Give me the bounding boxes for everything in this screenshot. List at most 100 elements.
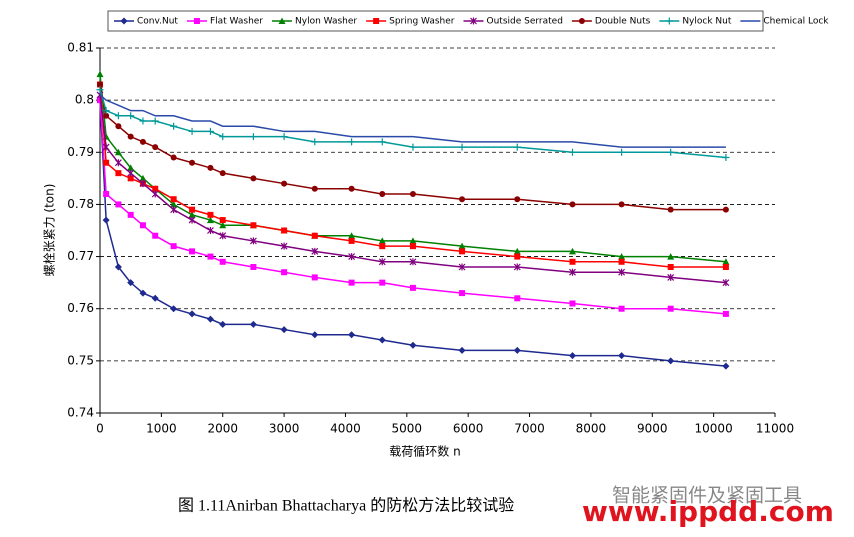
marker — [618, 258, 625, 265]
marker — [206, 315, 214, 323]
y-tick-label: 0.81 — [67, 41, 94, 55]
marker — [97, 81, 103, 88]
x-tick-label: 11000 — [756, 422, 794, 436]
legend-label: Double Nuts — [595, 17, 651, 27]
marker — [513, 247, 521, 255]
marker — [281, 180, 288, 187]
marker — [722, 154, 730, 161]
marker — [514, 295, 521, 302]
marker — [578, 18, 585, 24]
marker — [249, 320, 257, 328]
marker — [281, 227, 288, 234]
legend-label: Flat Washer — [210, 17, 263, 27]
marker — [513, 346, 521, 354]
marker — [569, 148, 576, 156]
marker — [170, 122, 178, 130]
marker — [618, 305, 625, 312]
marker — [409, 341, 417, 349]
marker — [114, 159, 122, 167]
x-tick-label: 8000 — [576, 422, 607, 436]
marker — [219, 217, 226, 224]
x-tick-label: 5000 — [392, 422, 423, 436]
x-tick-label: 6000 — [453, 422, 484, 436]
marker — [219, 133, 227, 141]
marker — [722, 206, 729, 213]
marker — [139, 117, 147, 125]
marker — [722, 258, 730, 265]
y-tick-label: 0.76 — [67, 301, 94, 315]
marker — [115, 170, 122, 177]
marker — [188, 310, 196, 318]
marker — [281, 269, 288, 276]
marker — [311, 247, 319, 255]
marker — [115, 123, 122, 130]
marker — [311, 331, 319, 339]
marker — [127, 169, 135, 177]
marker — [311, 232, 318, 239]
marker — [219, 320, 227, 328]
marker — [569, 268, 576, 276]
marker — [219, 170, 226, 177]
marker — [250, 175, 257, 182]
marker — [115, 201, 122, 208]
marker — [139, 174, 147, 182]
marker — [458, 143, 466, 151]
marker — [250, 222, 257, 229]
marker — [348, 237, 355, 244]
marker — [103, 112, 110, 119]
series-line — [99, 89, 726, 159]
legend-label: Spring Washer — [389, 17, 455, 27]
marker — [250, 264, 257, 270]
marker — [139, 222, 146, 229]
marker — [569, 201, 576, 208]
marker — [348, 279, 355, 286]
legend: Conv.Nut Flat Washer Nylon Washer Spring Wa… — [114, 17, 829, 27]
marker — [514, 253, 521, 260]
marker — [665, 17, 673, 25]
marker — [311, 274, 318, 281]
marker — [170, 206, 178, 214]
y-tick-label: 0.77 — [67, 249, 94, 263]
marker — [667, 305, 674, 312]
y-tick-label: 0.79 — [67, 145, 94, 159]
marker — [722, 362, 730, 370]
y-axis-label: 螺栓张紧力 (ton) — [42, 184, 57, 277]
marker — [96, 86, 104, 94]
marker — [103, 191, 110, 197]
marker — [151, 190, 159, 198]
marker — [667, 148, 675, 156]
marker — [459, 196, 466, 203]
marker — [458, 242, 466, 250]
marker — [618, 201, 625, 208]
marker — [188, 216, 196, 224]
marker — [219, 258, 226, 265]
y-tick-label: 0.8 — [75, 93, 94, 107]
marker — [152, 144, 159, 151]
marker — [569, 247, 576, 255]
marker — [409, 284, 416, 291]
marker — [249, 133, 257, 141]
marker — [120, 17, 128, 25]
marker — [127, 279, 135, 287]
series-line — [99, 94, 726, 148]
marker — [278, 17, 286, 24]
marker — [348, 185, 355, 192]
marker — [348, 232, 356, 239]
marker — [513, 143, 521, 151]
marker — [206, 127, 214, 135]
marker — [207, 253, 214, 260]
marker — [114, 263, 122, 271]
marker — [170, 305, 178, 313]
series-line — [99, 73, 726, 263]
series-line — [99, 84, 726, 211]
series-line — [99, 94, 726, 284]
marker — [207, 211, 214, 218]
marker — [152, 185, 159, 192]
x-tick-label: 4000 — [330, 422, 361, 436]
watermark-url: www.ippdd.com — [582, 495, 834, 528]
legend-box — [107, 10, 764, 32]
legend-label: Nylon Washer — [295, 17, 357, 27]
marker — [127, 211, 134, 218]
marker — [618, 148, 626, 156]
legend-label: Nylock Nut — [682, 17, 732, 27]
